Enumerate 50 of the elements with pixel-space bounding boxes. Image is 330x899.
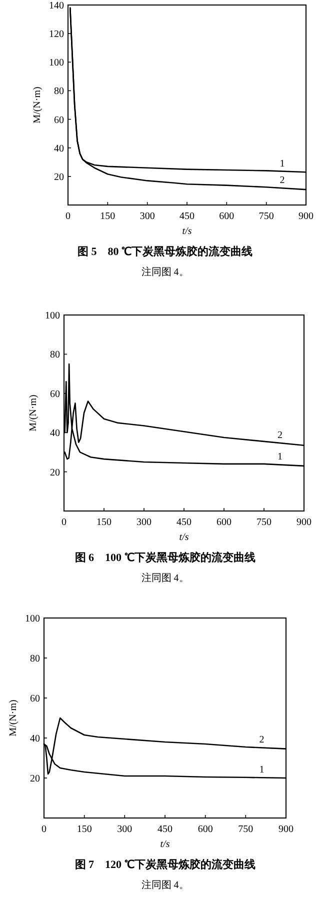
y-tick-label: 80 <box>54 86 64 98</box>
x-tick-label: 600 <box>198 824 213 835</box>
y-axis-title: M/(N·m) <box>32 86 43 124</box>
x-tick-label: 750 <box>258 211 274 222</box>
y-tick-label: 120 <box>49 29 64 40</box>
y-axis-title: M/(N·m) <box>28 394 39 432</box>
y-tick-label: 40 <box>54 143 64 154</box>
y-axis-title: M/(N·m) <box>8 700 19 736</box>
x-tick-label: 750 <box>256 517 272 528</box>
x-tick-label: 150 <box>96 517 112 528</box>
x-tick-label: 300 <box>117 824 132 835</box>
x-tick-label: 0 <box>62 517 66 528</box>
y-tick-label: 60 <box>30 694 40 704</box>
x-axis-title: t/s <box>179 532 189 543</box>
x-tick-label: 450 <box>158 824 172 835</box>
y-tick-label: 60 <box>50 388 60 400</box>
text: 注同图 4。 <box>141 266 189 278</box>
y-tick-label: 20 <box>50 467 60 478</box>
x-tick-label: 150 <box>76 824 92 835</box>
x-tick-label: 300 <box>140 211 155 222</box>
x-axis-title: t/s <box>160 839 170 850</box>
text: 图 6 100 ℃下炭黑母炼胶的流变曲线 <box>74 551 256 564</box>
y-tick-label: 100 <box>49 58 64 69</box>
text: 注同图 4。 <box>141 572 189 584</box>
y-tick-label: 140 <box>49 0 64 12</box>
x-tick-label: 900 <box>296 517 312 528</box>
x-tick-label: 0 <box>66 211 70 222</box>
y-tick-label: 100 <box>45 310 60 322</box>
x-tick-label: 600 <box>219 211 234 222</box>
x-tick-label: 750 <box>238 824 254 835</box>
x-tick-label: 600 <box>216 517 232 528</box>
text: 图 7 120 ℃下炭黑母炼胶的流变曲线 <box>74 858 256 871</box>
x-tick-label: 450 <box>180 211 194 222</box>
y-tick-label: 60 <box>54 114 64 126</box>
x-tick-label: 150 <box>100 211 116 222</box>
x-axis-title: t/s <box>182 226 192 237</box>
text: 图 5 80 ℃下炭黑母炼胶的流变曲线 <box>78 245 252 258</box>
y-tick-label: 80 <box>30 654 40 664</box>
x-tick-label: 450 <box>176 517 192 528</box>
y-tick-label: 20 <box>30 774 40 784</box>
x-tick-label: 900 <box>298 211 314 222</box>
x-tick-label: 300 <box>136 517 152 528</box>
text: 注同图 4。 <box>141 879 189 891</box>
y-tick-label: 20 <box>54 172 64 183</box>
y-tick-label: 80 <box>50 350 60 361</box>
y-tick-label: 40 <box>30 734 40 744</box>
y-tick-label: 40 <box>50 428 60 440</box>
x-tick-label: 0 <box>42 824 46 835</box>
x-tick-label: 900 <box>278 824 294 835</box>
y-tick-label: 100 <box>25 614 40 624</box>
